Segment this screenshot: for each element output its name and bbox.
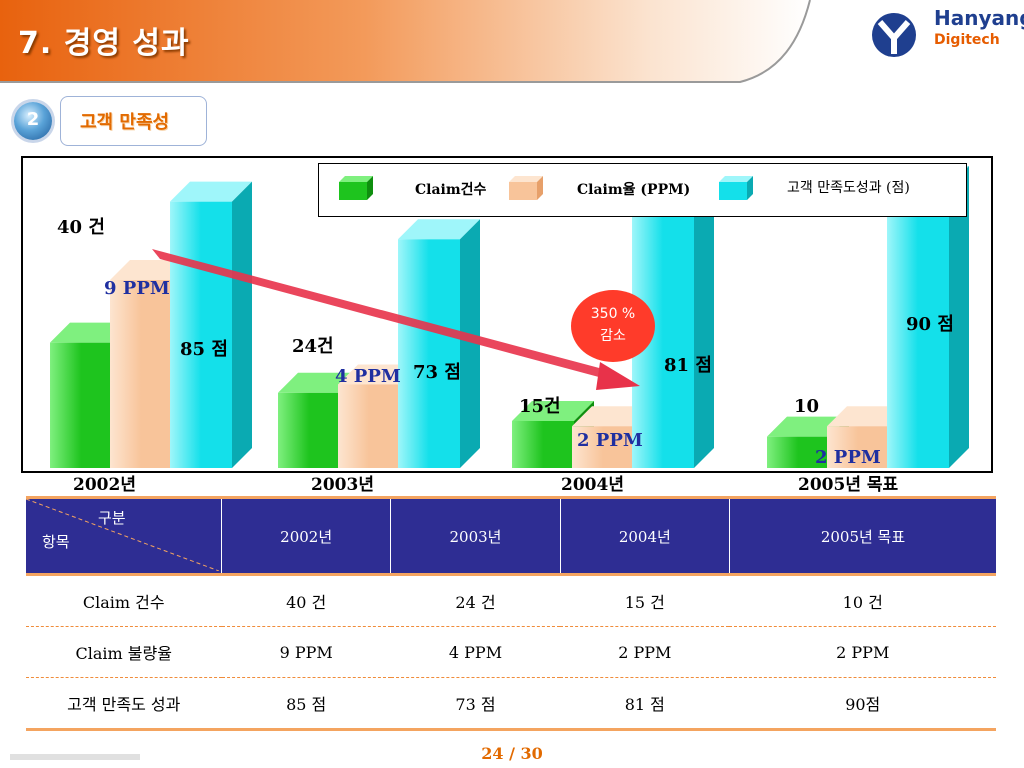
bar-satisfaction [398, 219, 480, 468]
legend-swatch-satisfaction [719, 176, 753, 200]
corner-label-top: 구분 [98, 509, 126, 527]
table-cell: 2 PPM [729, 626, 996, 678]
data-label: 85 점 [180, 339, 228, 360]
data-label: 10 [794, 396, 819, 417]
header-banner [0, 0, 811, 83]
footer-note-bar [10, 754, 140, 760]
legend-label-satisfaction: 고객 만족도성과 (점) [787, 180, 910, 196]
legend-swatch-claim-count [339, 176, 373, 200]
x-tick-label: 2004년 [561, 475, 624, 495]
table-cell: 81 점 [560, 677, 730, 731]
corner-diagonal [26, 499, 219, 571]
x-tick-label: 2005년 목표 [798, 475, 899, 495]
legend-label-claim-ppm: Claim율 (PPM) [577, 182, 691, 198]
table-cell: 15 건 [560, 574, 730, 627]
row-label: 고객 만족도 성과 [26, 677, 222, 731]
svg-text:감소: 감소 [600, 328, 626, 344]
table-cell: 40 건 [221, 574, 391, 627]
table-cell: 10 건 [729, 574, 996, 627]
page-title: 7. 경영 성과 [18, 26, 190, 61]
table-row: Claim 불량율 9 PPM 4 PPM 2 PPM 2 PPM [26, 626, 996, 678]
legend-swatch-claim-ppm [509, 176, 543, 200]
x-tick-label: 2002년 [73, 475, 136, 495]
legend-label-claim-count: Claim건수 [415, 182, 487, 198]
table-header-row: 구분 항목 2002년 2003년 2004년 2005년 목표 [26, 496, 996, 576]
data-label: 2 PPM [577, 430, 643, 451]
data-label: 73 점 [413, 362, 461, 383]
data-label: 2 PPM [815, 447, 881, 468]
company-logo [872, 13, 916, 57]
data-label: 4 PPM [335, 366, 401, 387]
section-number-badge: 2 [14, 102, 52, 140]
bar-satisfaction [170, 181, 252, 468]
section-label: 고객 만족성 [80, 112, 170, 133]
table-cell: 2 PPM [560, 626, 730, 678]
data-label: 15건 [519, 396, 561, 417]
table-header-cell: 2004년 [559, 496, 730, 576]
table-cell: 90점 [729, 677, 996, 731]
logo-text-hanyang: Hanyang [934, 6, 1024, 30]
table-row: Claim 건수 40 건 24 건 15 건 10 건 [26, 574, 996, 627]
table-cell: 73 점 [390, 677, 561, 731]
data-label: 24건 [292, 336, 334, 357]
data-label: 40 건 [57, 217, 105, 238]
data-table: 구분 항목 2002년 2003년 2004년 2005년 목표 Claim 건… [26, 496, 996, 731]
svg-text:350 %: 350 % [591, 306, 635, 322]
page-number: 24 / 30 [481, 744, 543, 763]
data-label: 9 PPM [104, 278, 170, 299]
table-cell: 4 PPM [390, 626, 561, 678]
section-box [60, 96, 207, 146]
table-header-cell: 2003년 [390, 496, 561, 576]
table-cell: 9 PPM [221, 626, 391, 678]
table-corner-cell: 구분 항목 [26, 496, 222, 576]
table-header-cell: 2002년 [220, 496, 391, 576]
data-label: 90 점 [906, 314, 954, 335]
chart-legend: Claim건수 Claim율 (PPM) 고객 만족도성과 (점) [318, 163, 967, 217]
table-cell: 24 건 [390, 574, 561, 627]
logo-text-digitech: Digitech [934, 32, 1000, 48]
table-cell: 85 점 [221, 677, 391, 731]
corner-label-bottom: 항목 [42, 533, 70, 551]
table-row: 고객 만족도 성과 85 점 73 점 81 점 90점 [26, 677, 996, 731]
row-label: Claim 건수 [26, 574, 222, 627]
row-label: Claim 불량율 [26, 626, 222, 678]
data-label: 81 점 [664, 355, 712, 376]
table-header-cell: 2005년 목표 [728, 496, 996, 576]
x-tick-label: 2003년 [311, 475, 374, 495]
reduction-annotation: 350 % 감소 [571, 290, 655, 362]
trend-arrow [152, 249, 640, 390]
